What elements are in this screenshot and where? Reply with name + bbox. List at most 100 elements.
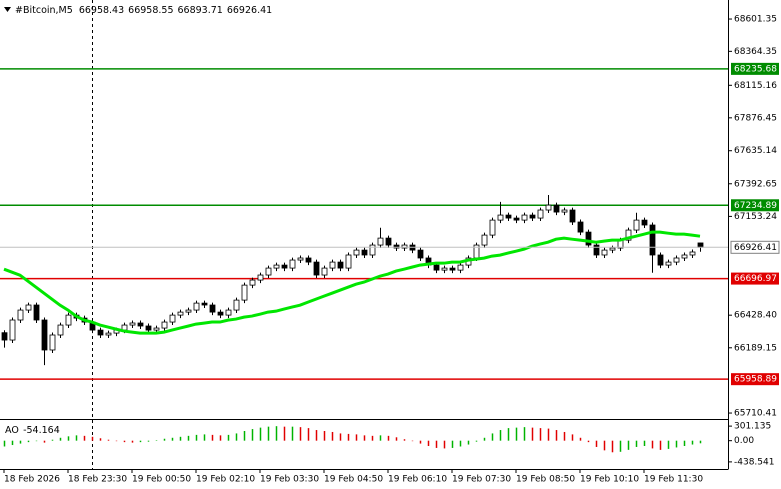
y-tick-label: 67876.45 [734,113,777,123]
candle-body [257,274,264,281]
candle-body [217,311,224,316]
candle-body [497,214,504,221]
candle-body [289,259,296,269]
candle-body [577,221,584,233]
x-tick-label: 19 Feb 08:50 [516,475,575,485]
candle-body [377,237,384,246]
candle-body [585,231,592,246]
candle-body [201,302,208,306]
candle-body [625,229,632,241]
candle-body [281,264,288,269]
candle-body [521,214,528,221]
price-label: 66926.41 [734,243,777,253]
y-tick-label: 68601.35 [734,15,777,25]
y-tick-label: -438.541 [734,457,774,467]
x-tick-label: 18 Feb 2026 [4,475,60,485]
indicator-value: -54.164 [23,425,60,436]
candle-body [305,257,312,263]
level-label: 67234.89 [734,201,777,211]
x-tick-label: 19 Feb 10:10 [580,475,639,485]
candle-body [345,254,352,269]
candle-body [9,319,16,341]
candle-body [393,244,400,249]
candle-body [97,329,104,336]
candle-body [561,209,568,213]
price-label-bg [730,240,780,254]
candle-body [489,219,496,236]
chart-title: #Bitcoin,M5 [15,5,73,16]
candle-body [681,254,688,259]
ohlc-low: 66893.71 [178,5,223,16]
candle-body [57,324,64,336]
candle-body [313,261,320,276]
x-tick-label: 19 Feb 03:30 [260,475,319,485]
candle-body [209,304,216,313]
candle-body [513,217,520,221]
ohlc-open: 66958.43 [79,5,124,16]
candle-body [673,257,680,263]
candle-body [537,209,544,219]
level-label-bg [731,373,779,386]
y-tick-label: 301.135 [734,422,771,432]
candle-body [337,261,344,269]
level-label: 65958.89 [734,375,777,385]
indicator-label: AO -54.164 [5,425,60,436]
candle-body [593,244,600,256]
ohlc-close: 66926.41 [227,5,272,16]
candle-body [353,249,360,256]
level-label: 68235.68 [734,64,777,74]
candle-body [1,332,8,341]
candle-body [185,309,192,313]
x-tick-label: 19 Feb 07:30 [452,475,511,485]
ohlc-high: 66958.55 [128,5,173,16]
candle-body [553,204,560,213]
chart-header: #Bitcoin,M5 66958.43 66958.55 66893.71 66926… [15,5,272,16]
candle-body [145,325,152,331]
candle-body [609,247,616,251]
candle-body [25,304,32,311]
moving-average [3,230,701,335]
candle-body [177,311,184,316]
candle-body [137,322,144,327]
y-tick-label: 67392.65 [734,179,777,189]
candle-body [457,264,464,271]
candle-body [153,327,160,331]
x-tick-label: 19 Feb 02:10 [196,475,255,485]
x-tick-label: 19 Feb 00:50 [132,475,191,485]
candle-body [41,319,48,351]
candle-body [297,257,304,261]
candle-body [161,321,168,329]
candle-body [249,279,256,286]
candle-body [225,309,232,316]
candle-body [505,214,512,219]
y-tick-label: 68364.35 [734,47,777,57]
candle-body [641,219,648,226]
x-tick-label: 19 Feb 04:50 [324,475,383,485]
candle-body [657,254,664,266]
candle-body [569,209,576,223]
candle-body [665,261,672,266]
candle-body [129,322,136,326]
y-tick-label: 0.00 [734,436,754,446]
candle-body [529,214,536,219]
candle-body [169,314,176,323]
candle-body [649,224,656,256]
y-tick-label: 66189.15 [734,343,777,353]
candle-body [361,249,368,256]
x-tick-label: 18 Feb 23:30 [68,475,127,485]
candle-body [49,334,56,351]
candle-body [273,264,280,269]
y-tick-label: 65710.41 [734,409,777,419]
candle-body [33,304,40,321]
y-tick-label: 67153.24 [734,212,777,222]
candle-body [441,267,448,271]
level-label-bg [731,199,779,212]
candle-body [193,302,200,311]
candle-body [689,251,696,256]
candle-body [633,219,640,231]
menu-arrow[interactable] [4,7,11,12]
candle-body [329,261,336,269]
candle-body [17,309,24,321]
candle-body [697,242,704,248]
